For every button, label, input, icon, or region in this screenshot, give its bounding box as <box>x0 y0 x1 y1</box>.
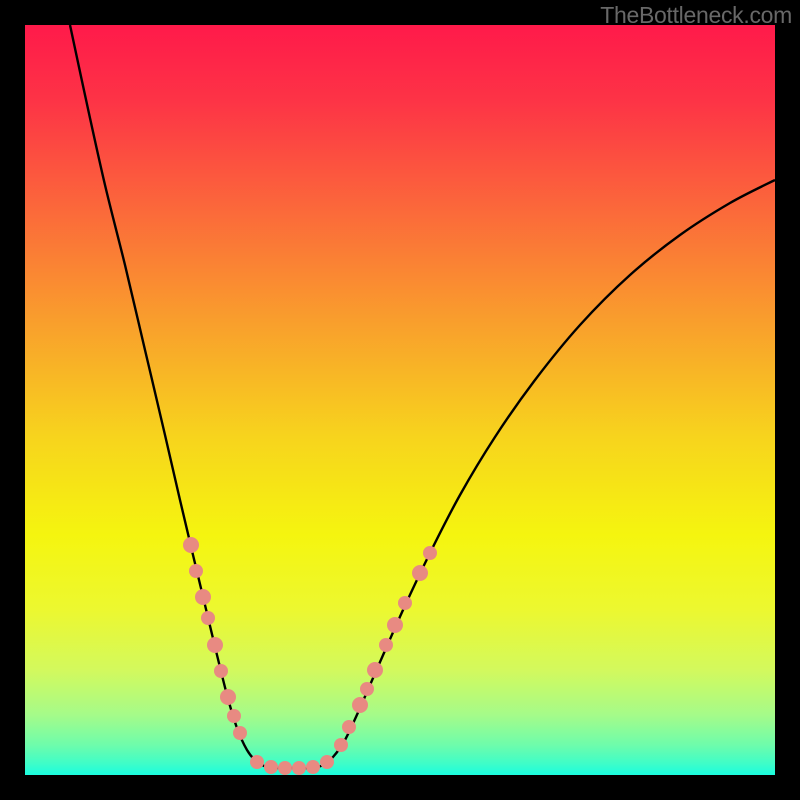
curve-layer <box>25 25 775 775</box>
data-point <box>183 537 199 553</box>
data-point <box>412 565 428 581</box>
data-point <box>207 637 223 653</box>
data-point <box>398 596 412 610</box>
data-point <box>360 682 374 696</box>
data-point <box>233 726 247 740</box>
data-point <box>342 720 356 734</box>
data-point <box>201 611 215 625</box>
data-point <box>227 709 241 723</box>
data-point <box>220 689 236 705</box>
data-point <box>278 761 292 775</box>
data-point <box>195 589 211 605</box>
data-point <box>320 755 334 769</box>
data-point <box>334 738 348 752</box>
data-point <box>214 664 228 678</box>
data-point <box>264 760 278 774</box>
data-dots <box>183 537 437 775</box>
data-point <box>189 564 203 578</box>
data-point <box>292 761 306 775</box>
data-point <box>367 662 383 678</box>
bottleneck-curve <box>70 25 775 768</box>
data-point <box>306 760 320 774</box>
data-point <box>250 755 264 769</box>
data-point <box>387 617 403 633</box>
plot-area <box>25 25 775 775</box>
chart-canvas: TheBottleneck.com <box>0 0 800 800</box>
data-point <box>423 546 437 560</box>
data-point <box>352 697 368 713</box>
data-point <box>379 638 393 652</box>
